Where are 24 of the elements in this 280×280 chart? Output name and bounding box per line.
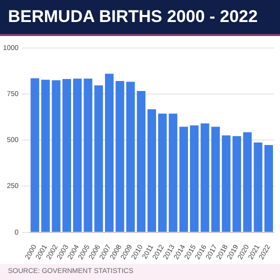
bar (222, 135, 230, 232)
bar (73, 78, 82, 232)
bar (264, 144, 273, 232)
bar (179, 126, 188, 232)
bar (254, 142, 262, 232)
bar (136, 90, 146, 232)
bar (190, 125, 199, 232)
bar (211, 126, 220, 232)
bar (200, 123, 210, 232)
bar (41, 80, 50, 232)
bar (243, 132, 252, 232)
bar (126, 82, 135, 232)
bar (84, 78, 92, 232)
bar (104, 74, 114, 232)
bar (158, 114, 167, 232)
bar (30, 78, 40, 232)
bar (62, 78, 72, 232)
bar (232, 136, 242, 232)
bar (147, 109, 156, 232)
chart-title: BERMUDA BIRTHS 2000 - 2022 (0, 0, 280, 36)
bar (168, 114, 178, 232)
bar (52, 80, 60, 232)
bar (94, 85, 103, 232)
bar (116, 80, 124, 232)
